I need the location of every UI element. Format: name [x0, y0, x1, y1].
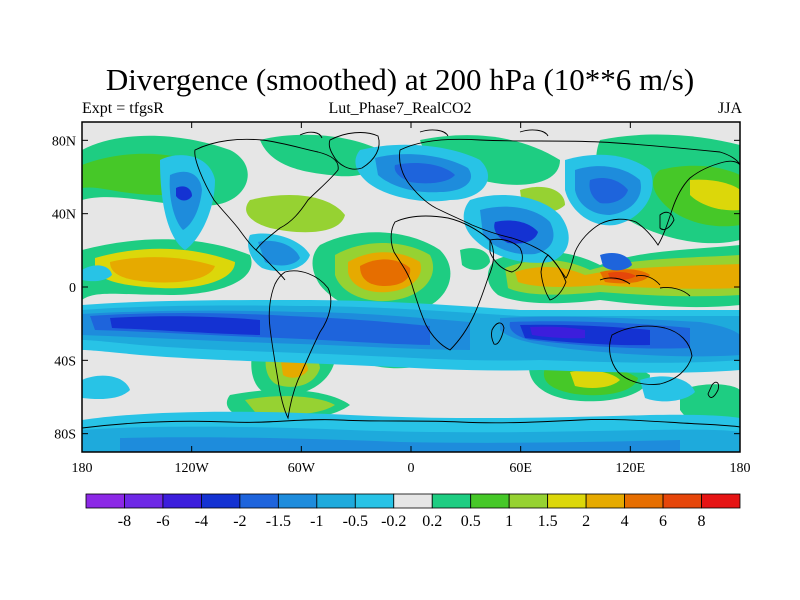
colorbar-label: -0.5	[343, 513, 368, 530]
colorbar-label: -0.2	[381, 513, 406, 530]
contour-region	[246, 195, 345, 233]
colorbar-swatch	[239, 493, 279, 509]
y-tick-label: 0	[69, 281, 76, 296]
contour-region	[494, 220, 538, 244]
colorbar-swatch	[201, 493, 241, 509]
contour-region	[420, 135, 560, 185]
colorbar: -8 -6 -4 -2 -1.5 -1 -0.5 -0.2 0.2 0.5 1 1.5 2 4 6 8	[85, 493, 741, 530]
coastline-central-america	[255, 249, 286, 281]
contour-region	[82, 265, 112, 282]
colorbar-label: 1.5	[538, 513, 558, 530]
contour-region	[589, 178, 628, 204]
coastline-madagascar	[490, 322, 505, 345]
contour-region	[258, 240, 300, 266]
contour-region	[360, 259, 411, 286]
contour-region	[600, 253, 632, 271]
coastline-new-zealand	[707, 381, 719, 398]
coastline-australia	[609, 325, 693, 385]
coastline-eurasia	[399, 138, 740, 279]
colorbar-label: -6	[156, 513, 169, 530]
x-tick-label: 60E	[509, 461, 532, 476]
colorbar-label: -1	[310, 513, 323, 530]
coastline-se-asia	[599, 275, 691, 297]
colorbar-label: 4	[621, 513, 629, 530]
divergence-field	[82, 129, 740, 452]
longitude-axis: 180 120W 60W 0 60E 120E 180	[72, 122, 751, 476]
x-tick-label: 180	[72, 461, 93, 476]
colorbar-swatch	[431, 493, 472, 509]
contour-region	[169, 171, 202, 230]
coastline-south-america	[268, 270, 332, 420]
colorbar-swatch	[547, 493, 587, 509]
contour-region	[394, 163, 455, 184]
contour-region	[570, 370, 620, 388]
colorbar-swatch	[124, 493, 164, 509]
x-tick-label: 0	[408, 461, 415, 476]
experiment-label: Expt = tfgsR	[82, 100, 164, 117]
season-label: JJA	[717, 100, 742, 117]
coastlines	[82, 129, 740, 429]
colorbar-label: 0.2	[422, 513, 442, 530]
colorbar-swatch	[354, 493, 395, 509]
map-title: Divergence (smoothed) at 200 hPa (10**6 …	[105, 62, 695, 97]
x-tick-label: 120E	[616, 461, 646, 476]
negative-regions	[82, 144, 740, 452]
colorbar-swatch	[624, 493, 664, 509]
coastline-india	[540, 254, 567, 301]
contour-region	[530, 326, 585, 339]
colorbar-label: -8	[118, 513, 131, 530]
coastline-antarctica	[82, 419, 740, 429]
colorbar-swatch	[85, 493, 125, 509]
x-tick-label: 60W	[288, 461, 316, 476]
coastline-greenland	[328, 132, 380, 170]
y-tick-label: 80N	[52, 134, 76, 149]
colorbar-swatch	[470, 493, 510, 509]
coastline-arctic-islands	[299, 129, 549, 139]
colorbar-label: 0.5	[461, 513, 481, 530]
contour-region	[176, 186, 192, 201]
contour-region	[460, 248, 490, 270]
colorbar-label: 2	[582, 513, 590, 530]
contour-region	[120, 437, 680, 452]
colorbar-swatch	[508, 493, 549, 509]
colorbar-swatch	[277, 493, 318, 509]
contour-region	[110, 316, 260, 335]
x-tick-label: 120W	[175, 461, 210, 476]
colorbar-swatch	[701, 493, 741, 509]
coastline-north-america	[194, 138, 339, 251]
y-tick-label: 40N	[52, 208, 76, 223]
run-label: Lut_Phase7_RealCO2	[328, 100, 472, 117]
colorbar-label: -4	[195, 513, 208, 530]
coastline-japan	[659, 211, 675, 231]
colorbar-swatch	[585, 493, 625, 509]
contour-region	[690, 179, 740, 211]
colorbar-label: -1.5	[266, 513, 291, 530]
contour-region	[640, 376, 695, 402]
latitude-axis: 80N 40N 0 40S 80S	[52, 134, 740, 443]
colorbar-swatch	[393, 493, 433, 509]
colorbar-label: 1	[505, 513, 513, 530]
coastline-arabia	[489, 238, 523, 273]
colorbar-swatch	[662, 493, 702, 509]
colorbar-label: 6	[659, 513, 667, 530]
y-tick-label: 80S	[54, 428, 76, 443]
colorbar-label: -2	[233, 513, 246, 530]
coastline-africa	[390, 215, 495, 351]
y-tick-label: 40S	[54, 354, 76, 369]
colorbar-swatch	[316, 493, 356, 509]
colorbar-swatch	[162, 493, 202, 509]
x-tick-label: 180	[730, 461, 751, 476]
contour-region	[82, 375, 130, 400]
colorbar-label: 8	[698, 513, 706, 530]
contour-region	[110, 257, 215, 283]
